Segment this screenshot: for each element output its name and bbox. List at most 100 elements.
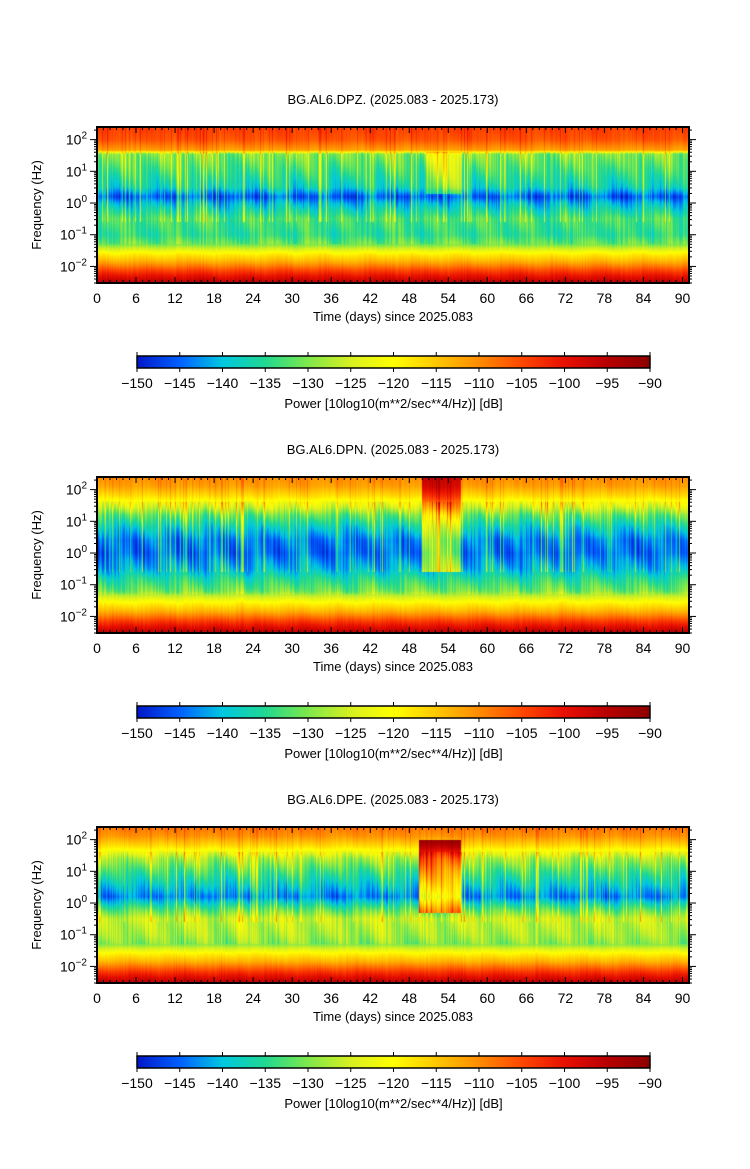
colorbar-tick-label: −135 [249, 375, 281, 391]
x-tick-label: 6 [132, 640, 140, 656]
x-tick-label: 36 [323, 290, 339, 306]
colorbar-tick-label: −115 [421, 725, 452, 741]
x-axis-label: Time (days) since 2025.083 [313, 1009, 473, 1024]
x-tick-label: 42 [362, 290, 378, 306]
plot-frame [96, 826, 690, 984]
colorbar-tick-label: −150 [121, 1075, 153, 1091]
x-tick-label: 12 [167, 640, 183, 656]
y-tick-label: 101 [66, 862, 88, 879]
spectrogram-panel-dpe: BG.AL6.DPE. (2025.083 - 2025.173) 0 6 12 18 2… [0, 770, 750, 1130]
spectrogram-heatmap [97, 477, 689, 633]
colorbar [136, 355, 651, 369]
x-tick-label: 78 [597, 990, 613, 1006]
colorbar-tick-label: −110 [464, 375, 495, 391]
x-tick-label: 90 [675, 640, 691, 656]
x-tick-label: 0 [93, 640, 101, 656]
colorbar-tick-label: −110 [464, 725, 495, 741]
colorbar-tick-label: −130 [292, 725, 324, 741]
spectrogram-heatmap [97, 127, 689, 283]
colorbar-tick-label: −135 [249, 725, 281, 741]
y-tick-label: 10−1 [60, 226, 87, 243]
colorbar [136, 1055, 651, 1069]
y-axis-label: Frequency (Hz) [29, 160, 44, 250]
x-tick-label: 24 [245, 290, 261, 306]
x-axis-label: Time (days) since 2025.083 [313, 309, 473, 324]
colorbar-tick-label: −145 [164, 1075, 196, 1091]
colorbar-tick-label: −150 [121, 375, 153, 391]
x-tick-label: 54 [441, 990, 457, 1006]
x-tick-label: 0 [93, 290, 101, 306]
colorbar-tick-label: −135 [249, 1075, 281, 1091]
y-tick-label: 10−2 [60, 957, 87, 974]
colorbar-tick-label: −120 [378, 1075, 410, 1091]
chart-title: BG.AL6.DPE. (2025.083 - 2025.173) [287, 792, 499, 807]
colorbar-tick-label: −115 [421, 375, 452, 391]
y-tick-label: 102 [66, 481, 88, 498]
colorbar-tick-label: −100 [549, 375, 581, 391]
x-tick-label: 84 [636, 290, 652, 306]
colorbar-tick-label: −145 [164, 725, 196, 741]
x-tick-label: 12 [167, 290, 183, 306]
x-tick-label: 60 [480, 290, 496, 306]
x-tick-label: 6 [132, 990, 140, 1006]
x-tick-label: 24 [245, 990, 261, 1006]
colorbar-tick-label: −105 [506, 375, 538, 391]
colorbar-tick-label: −125 [335, 375, 367, 391]
y-tick-label: 10−1 [60, 576, 87, 593]
colorbar-tick-label: −130 [292, 375, 324, 391]
x-tick-label: 36 [323, 640, 339, 656]
colorbar-label: Power [10log10(m**2/sec**4/Hz)] [dB] [284, 1096, 502, 1111]
x-tick-label: 72 [558, 640, 574, 656]
x-tick-label: 24 [245, 640, 261, 656]
spectrogram-heatmap [97, 827, 689, 983]
x-tick-label: 48 [401, 290, 417, 306]
x-tick-label: 54 [441, 290, 457, 306]
colorbar-tick-label: −130 [292, 1075, 324, 1091]
x-tick-label: 66 [519, 290, 535, 306]
colorbar-tick-label: −90 [638, 375, 662, 391]
colorbar-label: Power [10log10(m**2/sec**4/Hz)] [dB] [284, 396, 502, 411]
x-tick-label: 30 [284, 640, 300, 656]
colorbar-tick-label: −140 [207, 375, 239, 391]
x-tick-label: 54 [441, 640, 457, 656]
x-tick-label: 84 [636, 640, 652, 656]
x-tick-label: 48 [401, 640, 417, 656]
x-tick-label: 90 [675, 290, 691, 306]
plot-frame [96, 126, 690, 284]
colorbar [136, 705, 651, 719]
x-axis-label: Time (days) since 2025.083 [313, 659, 473, 674]
x-tick-label: 42 [362, 990, 378, 1006]
x-tick-label: 30 [284, 290, 300, 306]
x-tick-label: 12 [167, 990, 183, 1006]
x-tick-label: 84 [636, 990, 652, 1006]
plot-frame [96, 476, 690, 634]
colorbar-tick-label: −120 [378, 725, 410, 741]
x-tick-label: 0 [93, 990, 101, 1006]
colorbar-tick-label: −90 [638, 725, 662, 741]
chart-title: BG.AL6.DPN. (2025.083 - 2025.173) [287, 442, 499, 457]
x-tick-label: 60 [480, 640, 496, 656]
y-tick-label: 10−2 [60, 257, 87, 274]
spectrogram-chart: BG.AL6.DPZ. (2025.083 - 2025.173) 0 6 12 18 2… [29, 92, 696, 411]
y-tick-label: 100 [66, 894, 88, 911]
x-tick-label: 18 [206, 290, 222, 306]
colorbar-tick-label: −125 [335, 1075, 367, 1091]
colorbar-tick-label: −105 [506, 1075, 538, 1091]
y-tick-label: 102 [66, 131, 88, 148]
colorbar-tick-label: −125 [335, 725, 367, 741]
x-tick-label: 36 [323, 990, 339, 1006]
x-tick-label: 72 [558, 990, 574, 1006]
colorbar-tick-label: −110 [464, 1075, 495, 1091]
y-tick-label: 102 [66, 831, 88, 848]
chart-title: BG.AL6.DPZ. (2025.083 - 2025.173) [287, 92, 498, 107]
colorbar-tick-label: −95 [595, 1075, 619, 1091]
x-tick-label: 72 [558, 290, 574, 306]
colorbar-tick-label: −105 [506, 725, 538, 741]
y-axis-label: Frequency (Hz) [29, 510, 44, 600]
x-tick-label: 66 [519, 640, 535, 656]
x-tick-label: 78 [597, 290, 613, 306]
colorbar-tick-label: −115 [421, 1075, 452, 1091]
colorbar-tick-label: −120 [378, 375, 410, 391]
x-tick-label: 30 [284, 990, 300, 1006]
x-tick-label: 6 [132, 290, 140, 306]
